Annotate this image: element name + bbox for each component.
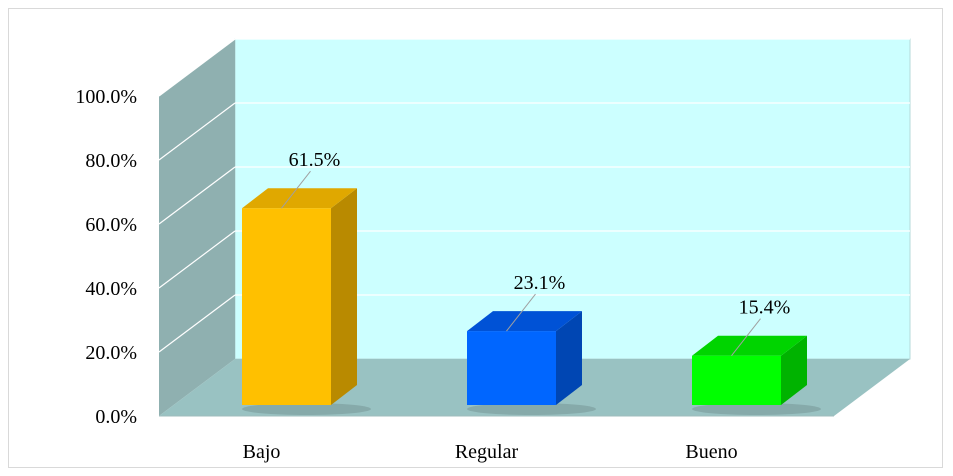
gridline-side	[158, 230, 236, 289]
bar-regular	[467, 331, 556, 405]
x-tick-label: Bueno	[685, 441, 737, 463]
y-tick-label: 80.0%	[85, 150, 137, 172]
chart-frame: 0.0% 20.0% 40.0% 60.0% 80.0% 100.0% 61.5% Bajo 2…	[8, 8, 943, 468]
bar-side	[556, 311, 582, 405]
data-label-leader	[281, 170, 311, 209]
data-label-leader	[731, 318, 761, 357]
gridline-side	[158, 38, 236, 97]
y-tick-label: 0.0%	[95, 406, 137, 428]
bar-top	[467, 311, 582, 332]
y-tick-label: 60.0%	[85, 214, 137, 236]
data-label: 61.5%	[289, 149, 341, 171]
x-tick-label: Bajo	[243, 441, 281, 463]
bar-top	[242, 188, 357, 209]
gridline-side	[158, 102, 236, 161]
data-label-leader	[506, 293, 536, 332]
bar-chart-3d: 0.0% 20.0% 40.0% 60.0% 80.0% 100.0% 61.5% Bajo 2…	[75, 38, 911, 463]
bar-shadow	[467, 403, 596, 415]
gridline-side	[158, 166, 236, 225]
gridline-side	[158, 294, 236, 353]
bar-top	[692, 335, 807, 356]
y-tick-label: 20.0%	[85, 342, 137, 364]
x-tick-label: Regular	[455, 441, 519, 463]
y-tick-label: 40.0%	[85, 278, 137, 300]
bar-side	[781, 335, 807, 405]
bar-shadow	[692, 403, 821, 415]
side-wall	[159, 39, 235, 416]
bar-side	[331, 188, 357, 405]
data-label: 15.4%	[739, 297, 791, 319]
bar-shadow	[242, 403, 371, 415]
bar-bueno	[692, 355, 781, 405]
y-tick-label: 100.0%	[75, 86, 137, 108]
bar-bajo	[242, 208, 331, 405]
data-label: 23.1%	[514, 272, 566, 294]
